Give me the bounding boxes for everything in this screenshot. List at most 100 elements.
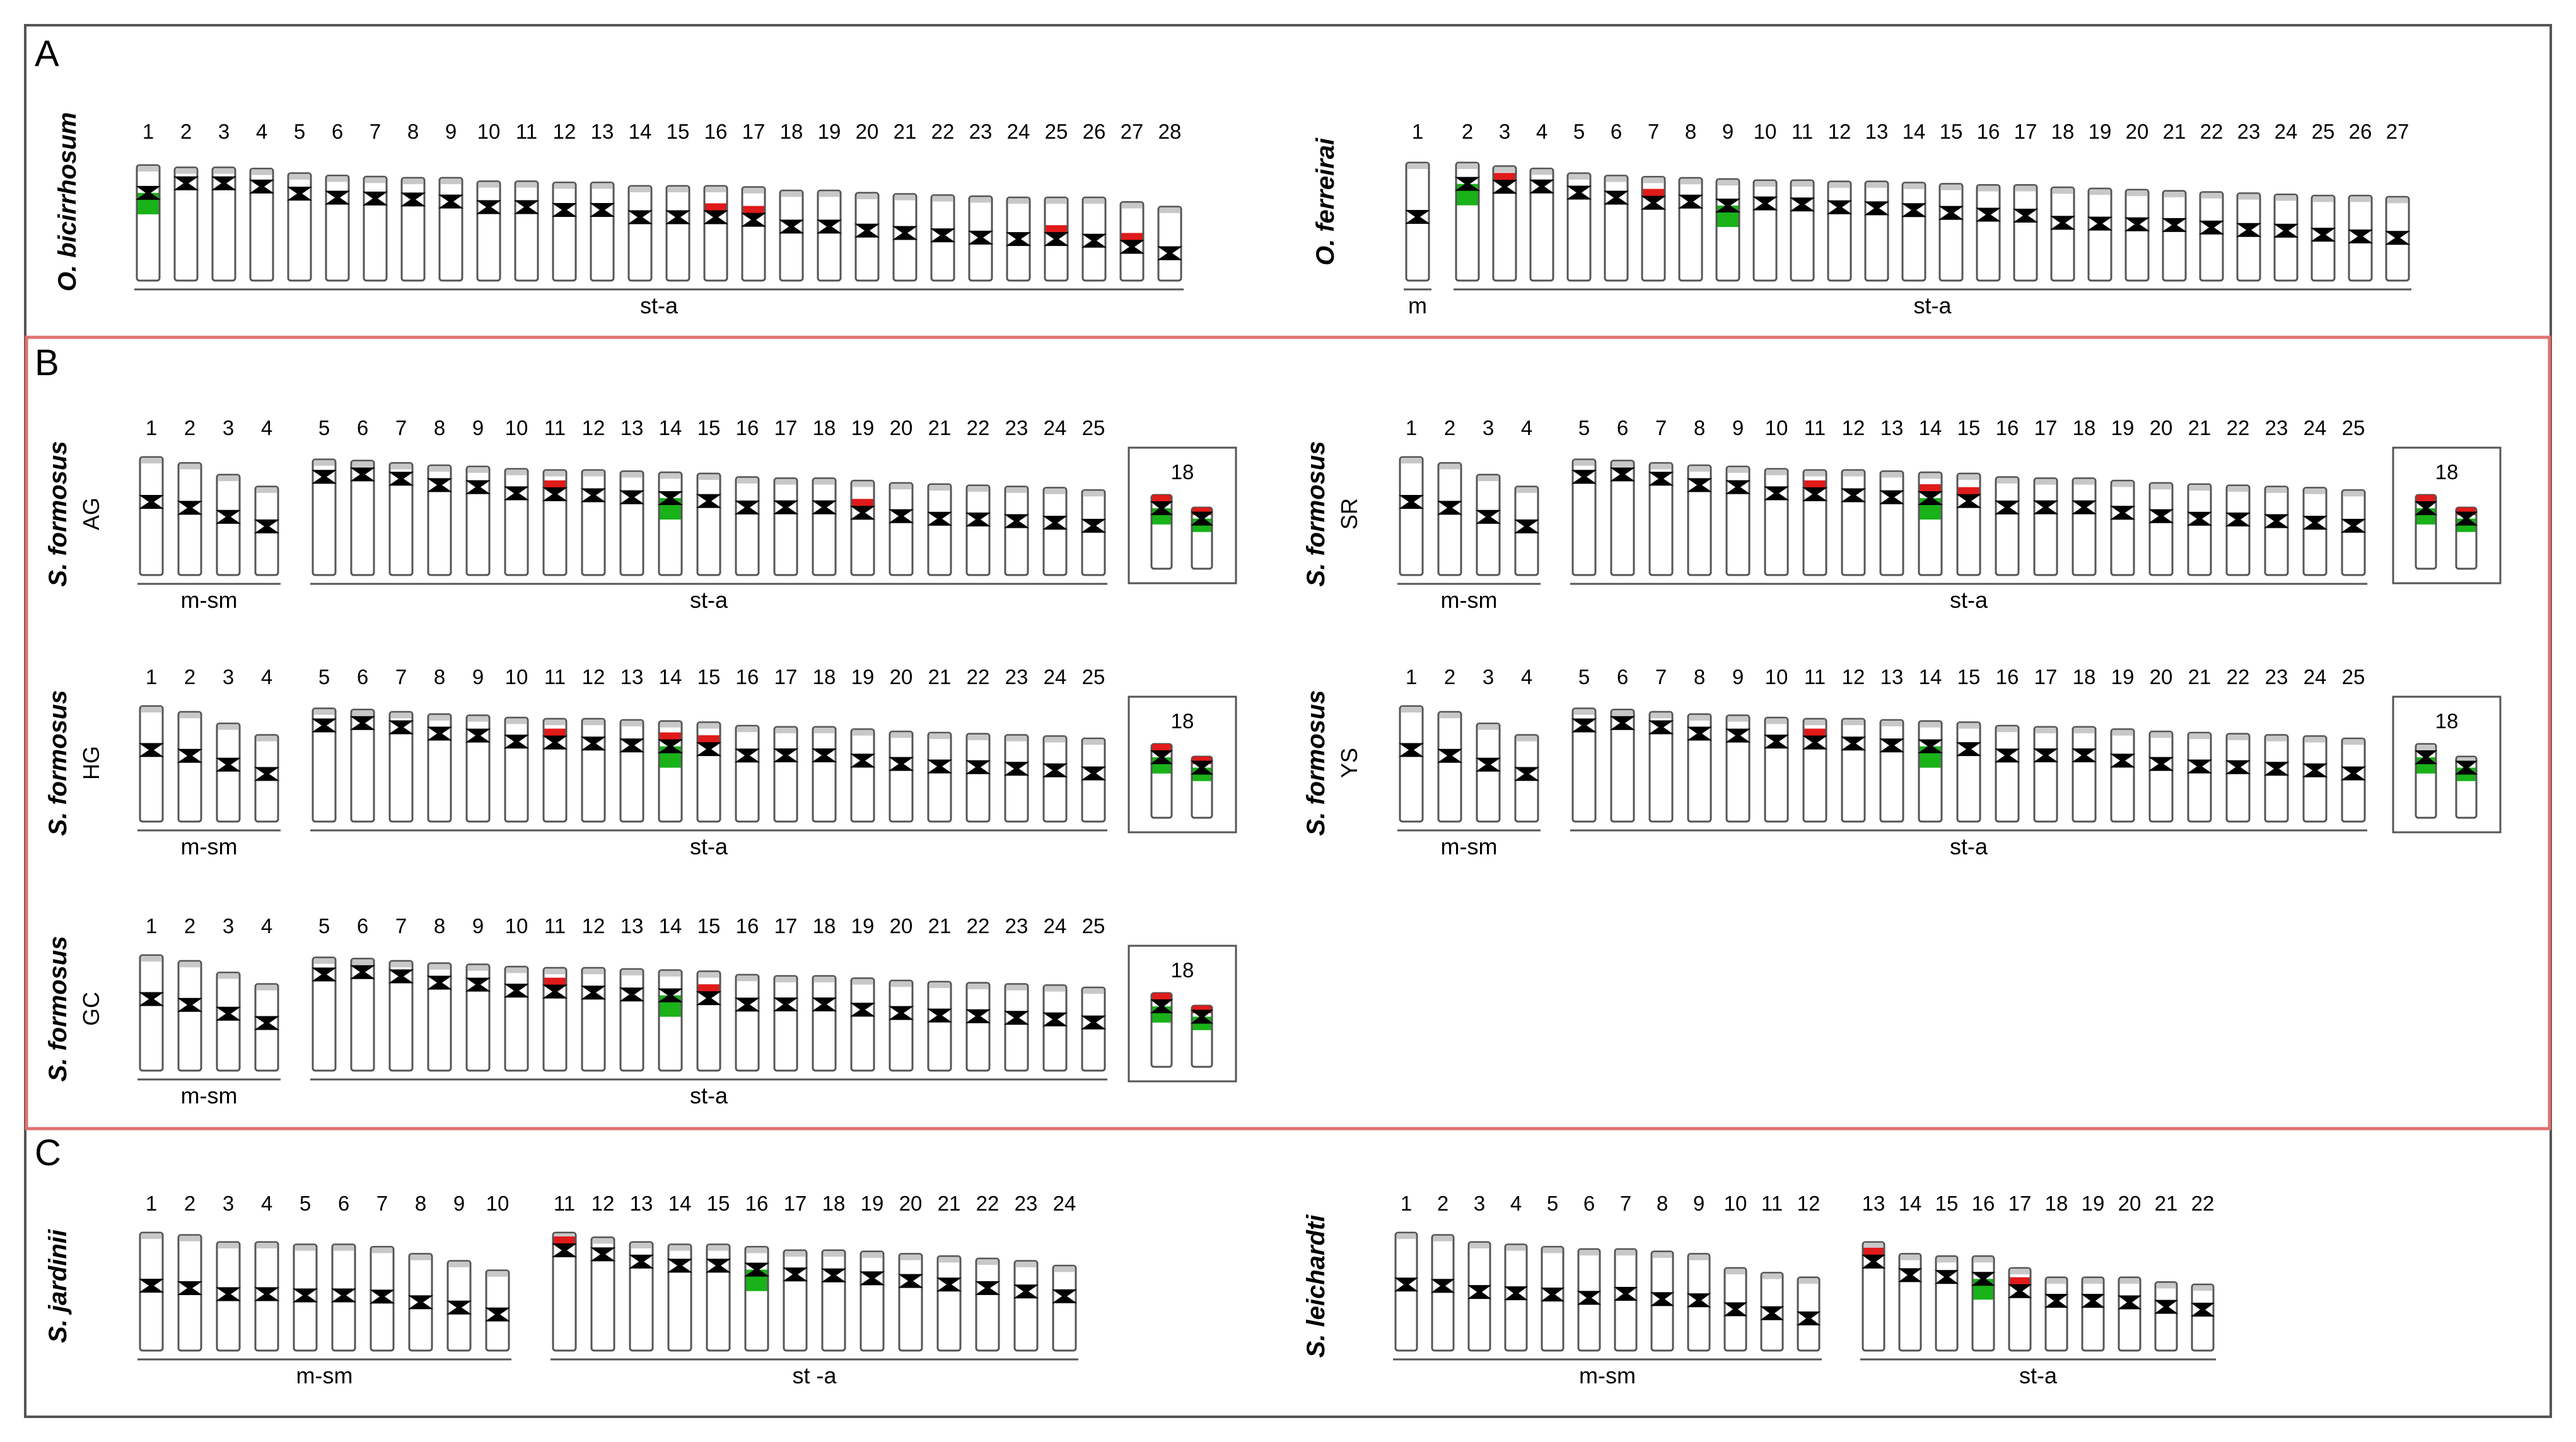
centromere-15	[1956, 742, 1981, 757]
centromere-25	[2311, 228, 2336, 242]
centromere-4	[254, 1287, 279, 1301]
red-signal-3	[1494, 173, 1515, 181]
chromosome-number: 4	[256, 120, 267, 143]
chromosome-cap-9	[468, 716, 488, 722]
chromosome-15	[665, 185, 691, 282]
chromosome-number: 9	[1722, 120, 1734, 143]
chromosome-8	[1687, 464, 1712, 576]
chromosome-number: 20	[890, 665, 913, 689]
centromere-25	[2341, 766, 2366, 781]
chromosome-11	[542, 469, 568, 576]
chromosome-cap-8	[429, 963, 450, 970]
chromosome-8	[427, 962, 452, 1072]
chromosome-number: 20	[2150, 665, 2173, 689]
chromosome-cap-6	[327, 176, 347, 182]
centromere-16	[735, 997, 760, 1012]
chromosome-cap-2	[180, 962, 200, 968]
centromere-19	[860, 1271, 885, 1286]
chromosome-cap-2	[180, 1235, 200, 1241]
chromosome-cap-24	[1008, 198, 1029, 204]
chromosome-number: 11	[544, 665, 566, 689]
red-signal-11	[544, 480, 566, 488]
chromosome-16	[1995, 724, 2020, 823]
group-label-1: st-a	[690, 1083, 728, 1108]
chromosome-8	[1678, 177, 1703, 282]
group-label-1: st-a	[1913, 293, 1952, 318]
centromere-17	[741, 212, 766, 227]
chromosome-cap-3	[1495, 166, 1515, 173]
chromosome-cap-22	[977, 1259, 998, 1265]
centromere-22	[2191, 1303, 2215, 1317]
chromosome-number: 22	[976, 1192, 1000, 1215]
centromere-28	[1157, 246, 1182, 260]
chromosome-cap-10	[506, 967, 527, 974]
chromosome-number: 18	[813, 665, 836, 689]
chromosome-21	[927, 483, 952, 576]
chromosome-number: 19	[851, 914, 875, 938]
chromosome-number: 10	[1724, 1192, 1747, 1215]
species-label: S. jardinii	[44, 1229, 72, 1343]
chromosome-number: 17	[2034, 416, 2058, 439]
chromosome-5	[1571, 458, 1597, 576]
chromosome-cap-5	[314, 958, 334, 964]
group-label-0: m-sm	[1441, 834, 1498, 859]
centromere-22	[930, 228, 955, 243]
chromosome-19	[2110, 728, 2135, 823]
centromere-21	[2154, 1300, 2178, 1314]
chromosome-cap-19	[2113, 730, 2133, 736]
centromere-11	[542, 487, 568, 501]
chromosome-cap-22	[2228, 734, 2248, 740]
centromere-7	[363, 191, 388, 206]
chromosome-cap-14	[660, 721, 680, 728]
centromere-21	[2187, 759, 2212, 774]
chromosome-cap-21	[2189, 733, 2210, 740]
chromosome-number: 8	[434, 914, 445, 938]
chromosome-number: 1	[143, 120, 154, 143]
chromosome-cap-10	[1726, 1269, 1745, 1275]
centromere-3	[216, 757, 241, 772]
chromosome-number: 3	[223, 665, 234, 689]
chromosome-number: 9	[1732, 416, 1744, 439]
centromere-19	[850, 1003, 875, 1017]
centromere-4	[1514, 767, 1539, 781]
chromosome-number: 10	[1765, 416, 1788, 439]
chromosome-number: 17	[742, 120, 766, 143]
chromosome-cap-15	[1937, 1257, 1956, 1263]
centromere-22	[965, 760, 991, 774]
red-signal-11	[554, 1236, 575, 1245]
chromosome-11	[542, 967, 568, 1072]
chromosome-number: 17	[774, 665, 798, 689]
centromere-18a	[1150, 999, 1173, 1014]
chromosome-13	[1862, 1241, 1885, 1352]
chromosome-16	[1995, 476, 2020, 576]
centromere-18a	[2415, 501, 2437, 516]
chromosome-5	[312, 956, 337, 1072]
chromosome-cap-12	[583, 470, 603, 477]
centromere-19	[2087, 216, 2113, 231]
centromere-19	[2081, 1294, 2105, 1308]
centromere-18	[2072, 500, 2097, 515]
chromosome-20	[2148, 482, 2174, 576]
centromere-15	[1935, 1270, 1959, 1284]
chromosome-cap-16	[1978, 185, 1998, 192]
red-signal-17	[743, 206, 764, 214]
chromosome-2	[177, 960, 202, 1072]
chromosome-7	[388, 711, 414, 823]
chromosome-20	[889, 482, 914, 576]
centromere-18	[812, 997, 837, 1011]
chromosome-22	[2225, 484, 2251, 576]
chromosome-number: 6	[1611, 120, 1622, 143]
chromosome-12	[581, 469, 606, 576]
chromosome-number: 11	[554, 1192, 575, 1215]
chromosome-cap-1	[1407, 163, 1428, 169]
chromosome-4	[249, 167, 274, 282]
centromere-2	[177, 501, 202, 515]
centromere-18	[2050, 216, 2075, 230]
chromosome-cap-3	[218, 973, 238, 979]
chromosome-22	[975, 1257, 1000, 1352]
chromosome-cap-4	[1532, 169, 1552, 175]
centromere-4	[249, 179, 274, 194]
chromosome-13	[1864, 180, 1889, 282]
chromosome-3	[216, 722, 241, 823]
